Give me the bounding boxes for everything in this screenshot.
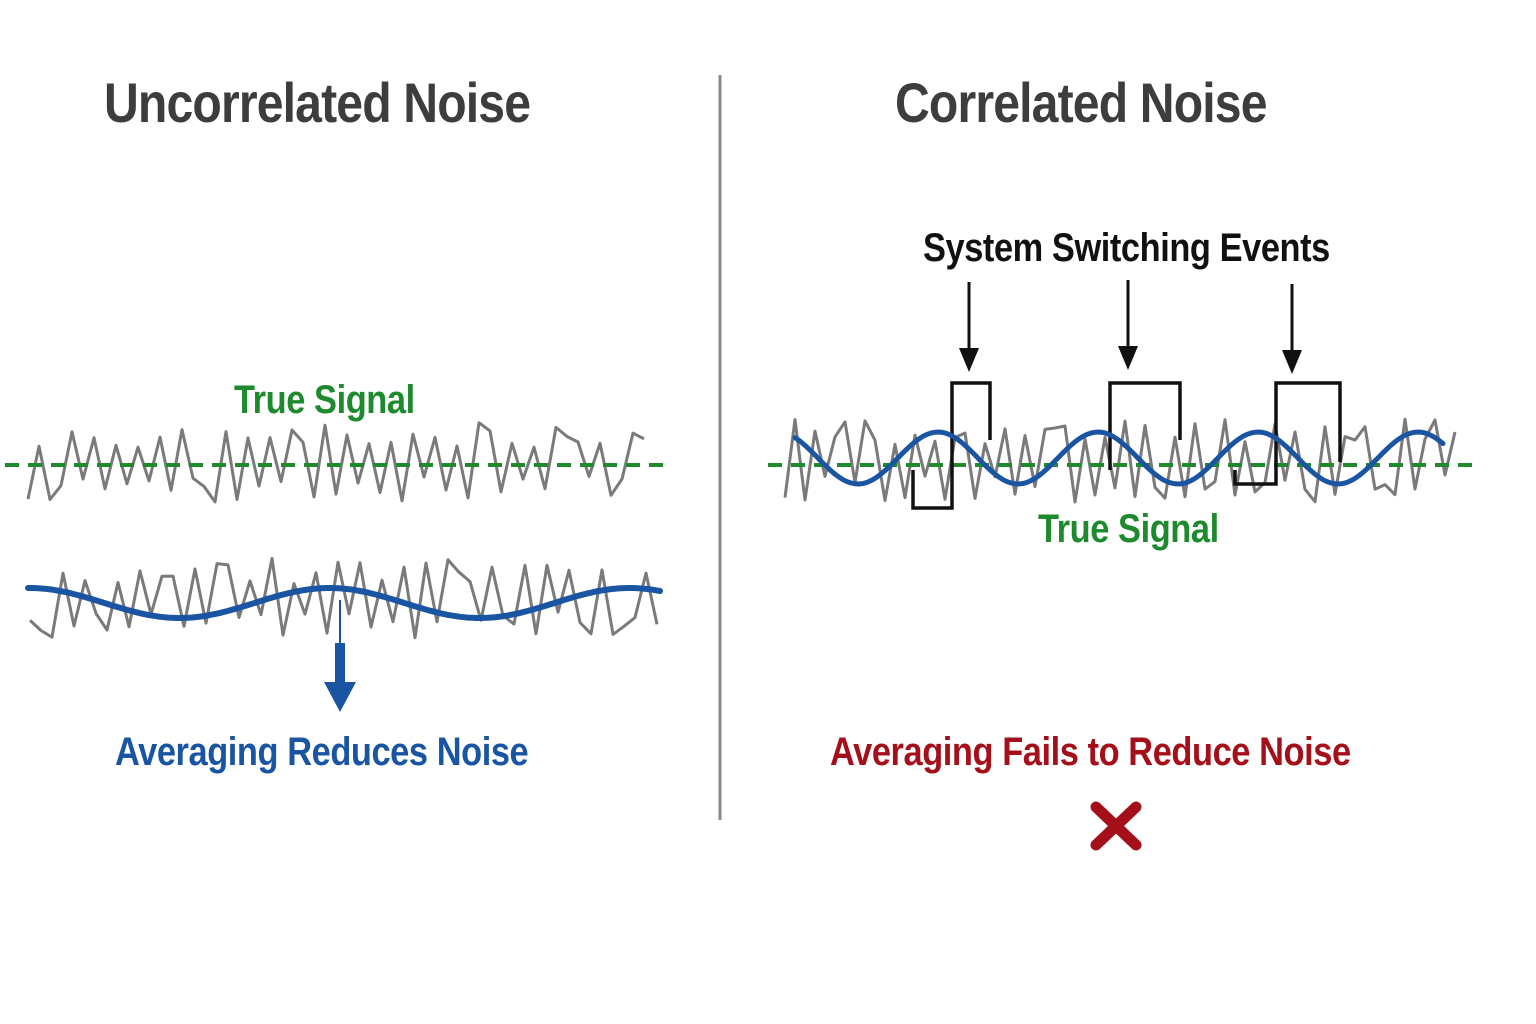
fail-cross-icon [1090,801,1142,851]
left-panel-graphics [5,421,670,712]
left-reduction-arrow-head [324,682,356,712]
left-caption: Averaging Reduces Noise [115,730,529,774]
right-true-signal-label: True Signal [1038,507,1219,551]
switching-events-waveform [1108,381,1182,470]
right-panel-title: Correlated Noise [895,71,1268,134]
switching-events-label: System Switching Events [923,226,1330,270]
event-arrow [1282,284,1302,374]
left-noise-waveform-top [26,421,645,504]
right-averaged-signal [792,429,1446,487]
switching-events-waveform [1233,381,1342,486]
right-caption: Averaging Fails to Reduce Noise [830,730,1351,774]
left-reduction-arrow-body [335,643,345,685]
left-panel-title: Uncorrelated Noise [104,71,531,134]
event-arrow [1118,280,1138,370]
left-true-signal-label: True Signal [234,378,415,422]
right-noise-waveform [783,417,1457,504]
left-averaged-signal [25,585,663,621]
event-arrow [959,282,979,372]
switching-events-waveform [911,381,992,510]
right-panel-graphics [768,280,1478,851]
